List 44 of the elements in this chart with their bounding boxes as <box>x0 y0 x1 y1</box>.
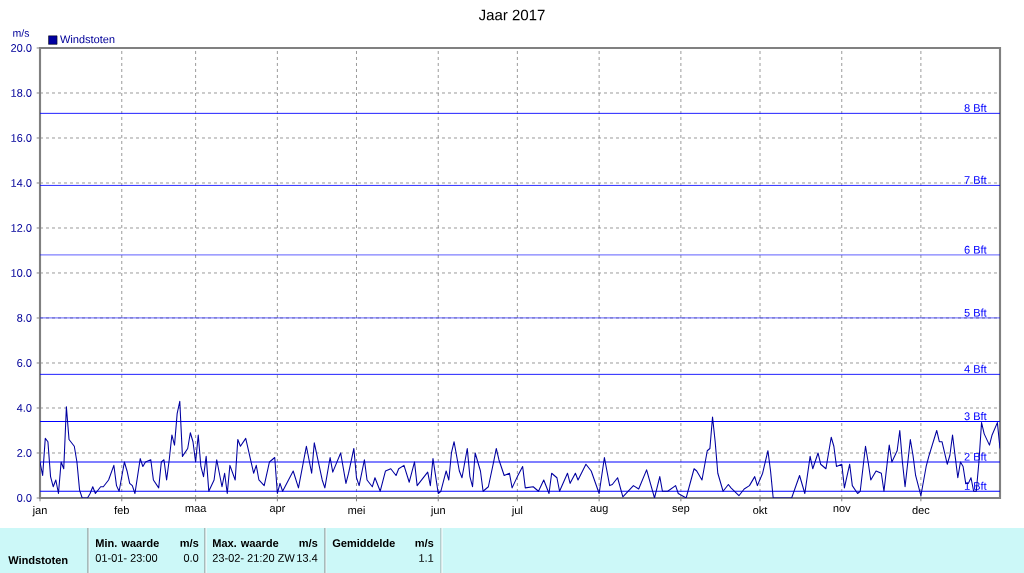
text: Min. waarde <box>96 538 159 548</box>
text: Gemiddelde <box>332 538 395 548</box>
y-tick-label: 16.0 <box>11 134 32 142</box>
text: m/s <box>180 538 199 548</box>
x-tick-label: dec <box>912 506 930 515</box>
ref-line-label: 4 Bft <box>964 364 987 373</box>
text: 0.0 <box>183 554 199 562</box>
ref-line-label: 6 Bft <box>964 245 987 254</box>
x-tick-label: maa <box>185 506 207 513</box>
legend-label: Windstoten <box>60 35 115 44</box>
chart-title: Jaar 2017 <box>478 9 545 21</box>
y-tick-label: 4.0 <box>16 404 32 412</box>
ref-line-label: 7 Bft <box>964 175 987 184</box>
ref-line-label: 3 Bft <box>964 412 987 421</box>
y-tick-label: 20.0 <box>11 44 32 52</box>
x-tick-label: feb <box>114 506 129 515</box>
x-tick-label: aug <box>590 506 608 515</box>
text: 13.4 <box>297 554 318 562</box>
ref-line-label: 5 Bft <box>964 308 987 317</box>
y-tick-label: 12.0 <box>11 224 32 232</box>
text: 1.1 <box>419 554 434 562</box>
y-tick-label: 2.0 <box>17 449 32 457</box>
y-tick-label: 18.0 <box>11 89 32 97</box>
x-tick-label: jul <box>511 506 523 517</box>
y-tick-label: 0.0 <box>17 494 32 502</box>
text: 01-01- 23:00 <box>95 554 158 562</box>
text: m/s <box>415 538 434 548</box>
y-axis-title: m/s <box>13 29 30 37</box>
x-tick-label: okt <box>753 506 768 515</box>
ref-line-label: 8 Bft <box>964 103 987 112</box>
x-tick-label: apr <box>269 506 286 515</box>
x-tick-label: jan <box>32 506 47 517</box>
text: Windstoten <box>8 555 68 565</box>
x-tick-label: mei <box>348 506 365 515</box>
x-tick-label: jun <box>430 506 445 517</box>
y-tick-label: 14.0 <box>11 179 32 187</box>
text: Max. waarde <box>213 538 279 548</box>
y-tick-label: 10.0 <box>11 269 32 277</box>
text: 23-02- 21:20 ZW <box>212 554 295 562</box>
x-tick-label: nov <box>833 506 851 513</box>
y-tick-label: 6.0 <box>17 359 32 367</box>
x-tick-label: sep <box>672 506 690 515</box>
text: m/s <box>299 538 318 548</box>
y-tick-label: 8.0 <box>17 314 32 322</box>
